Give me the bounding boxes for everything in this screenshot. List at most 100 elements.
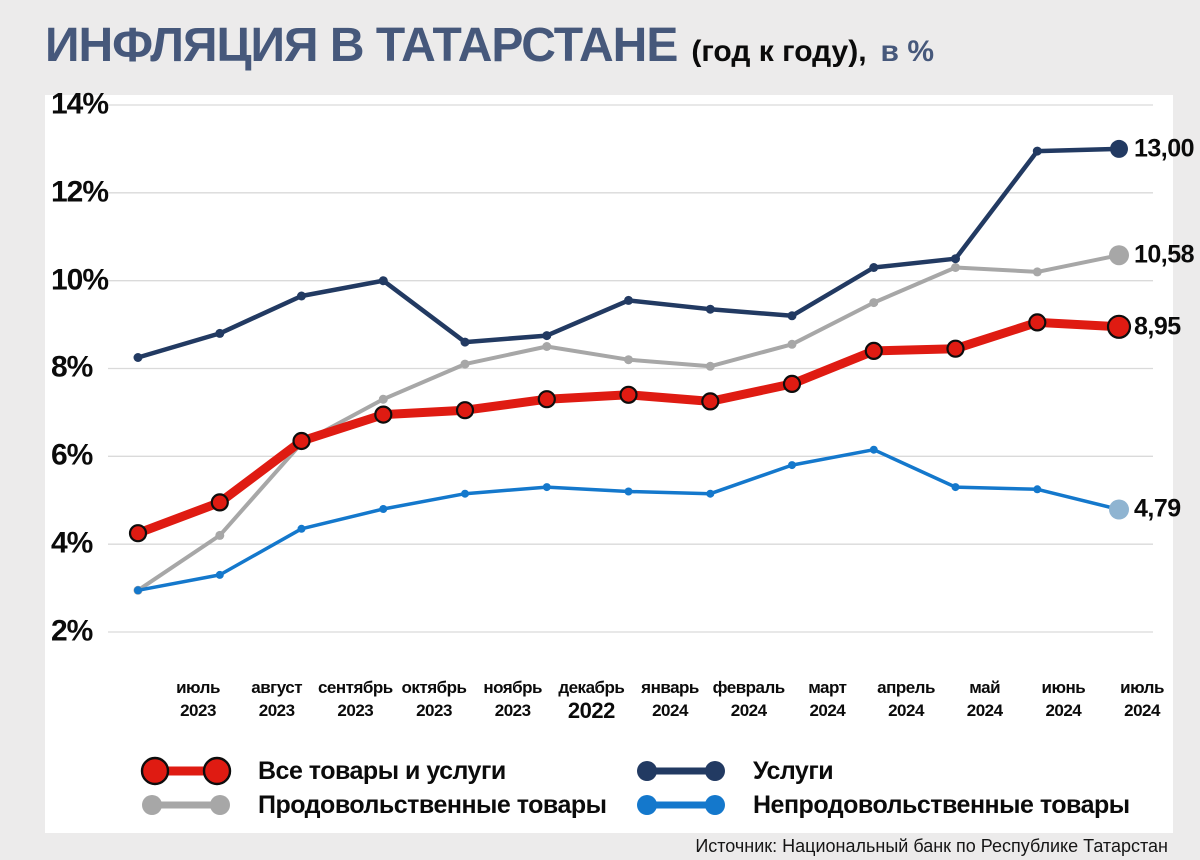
data-point-marker: [297, 524, 306, 533]
legend-dot: [210, 795, 230, 815]
legend-label-non-food-products: Непродовольственные товары: [753, 790, 1130, 819]
title-unit: в %: [880, 35, 934, 68]
legend-label-all-goods-services: Все товары и услуги: [258, 756, 506, 785]
data-point-marker: [624, 355, 633, 365]
data-point-marker: [869, 445, 878, 454]
month-label: июль: [176, 678, 220, 697]
chart-panel: 14% 12% 10% 8% 6% 4% 2% июль 2023 август 2023 сент…: [45, 87, 1195, 833]
data-point-marker: [210, 493, 229, 512]
series-line-non-food-products: [134, 445, 1129, 595]
data-point-marker: [951, 263, 960, 272]
data-point-marker: [292, 431, 311, 451]
data-point-marker: [705, 361, 715, 371]
x-axis-tick-label: апрель 2024: [846, 678, 966, 721]
data-point-marker: [215, 570, 224, 579]
data-point-marker: [537, 390, 556, 409]
legend-label-services: Услуги: [753, 756, 834, 785]
data-point-marker: [782, 374, 802, 393]
data-point-marker: [787, 339, 797, 349]
data-point-marker: [128, 524, 148, 543]
end-value-label-food-products: 10,58: [1134, 240, 1195, 269]
legend-item-all-goods-services: Все товары и услуги: [138, 753, 506, 789]
x-axis-tick-label: декабрь 2022: [531, 678, 651, 722]
legend-dot: [202, 756, 232, 786]
data-point-marker: [869, 298, 879, 308]
data-point-marker: [1028, 313, 1047, 332]
data-point-marker: [951, 483, 960, 492]
data-point-marker: [788, 461, 796, 470]
y-axis-tick-label: 2%: [51, 614, 93, 648]
end-value-label-non-food-products: 4,79: [1134, 494, 1181, 523]
month-label: август: [251, 678, 303, 697]
year-label: 2022: [567, 698, 615, 723]
data-point-marker: [297, 291, 306, 301]
legend-dot: [637, 761, 657, 781]
data-point-marker: [378, 394, 388, 404]
data-point-marker: [542, 483, 551, 492]
legend-item-non-food-products: Непродовольственные товары: [633, 787, 1130, 823]
series-path-all-goods-services: [133, 317, 1124, 538]
legend-dot: [140, 756, 170, 786]
data-point-marker: [701, 392, 720, 411]
x-axis-tick-label: ноябрь 2023: [453, 678, 573, 721]
infographic-title: ИНФЛЯЦИЯ В ТАТАРСТАНЕ (год к году), в %: [45, 18, 934, 73]
data-point-marker: [624, 295, 633, 305]
end-value-label-all-goods-services: 8,95: [1134, 312, 1181, 341]
title-note: (год к году),: [691, 35, 867, 68]
year-label: 2024: [888, 701, 924, 720]
data-point-marker: [1033, 485, 1042, 494]
year-label: 2024: [1124, 701, 1160, 720]
x-axis-tick-label: июль 2024: [1082, 678, 1200, 721]
data-point-marker: [542, 342, 552, 351]
x-axis-tick-label: август 2023: [217, 678, 337, 721]
y-axis-tick-label: 12%: [51, 175, 109, 209]
year-label: 2024: [966, 701, 1003, 720]
year-label: 2023: [416, 701, 452, 720]
data-point-marker: [946, 339, 965, 358]
legend-dot: [705, 761, 725, 781]
y-axis-tick-label: 10%: [51, 262, 109, 296]
month-label: март: [808, 678, 847, 697]
year-label: 2023: [258, 701, 295, 720]
year-label: 2024: [809, 701, 846, 720]
legend-marker-non-food-products: [637, 795, 725, 815]
series-path-non-food-products: [136, 447, 1121, 593]
chart-svg: [108, 104, 1153, 633]
end-value-label-services: 13,00: [1134, 134, 1195, 163]
legend-dot: [637, 795, 657, 815]
data-point-marker: [215, 530, 225, 540]
data-point-marker: [455, 401, 475, 420]
x-axis-tick-label: октябрь 2023: [374, 678, 494, 721]
data-point-marker: [378, 276, 388, 286]
data-point-marker: [1109, 245, 1129, 266]
y-axis-tick-label: 4%: [51, 526, 93, 560]
month-label: июнь: [1041, 678, 1086, 697]
year-label: 2023: [494, 701, 531, 720]
data-point-marker: [379, 505, 388, 513]
x-axis-tick-label: январь 2024: [610, 678, 730, 721]
x-axis-tick-label: май 2024: [925, 678, 1045, 721]
data-point-marker: [1110, 139, 1128, 158]
legend-label-food-products: Продовольственные товары: [258, 790, 607, 819]
y-axis-tick-label: 8%: [51, 350, 93, 384]
data-point-marker: [374, 405, 393, 424]
data-point-marker: [542, 331, 552, 341]
month-label: май: [969, 678, 1001, 697]
year-label: 2024: [652, 701, 688, 720]
y-axis-tick-label: 14%: [51, 87, 109, 121]
year-label: 2023: [337, 701, 374, 720]
year-label: 2024: [730, 701, 767, 720]
month-label: апрель: [877, 678, 935, 697]
data-point-marker: [1032, 267, 1042, 277]
legend-dot: [142, 795, 162, 815]
x-axis-tick-label: сентябрь 2023: [295, 678, 415, 721]
data-point-marker: [787, 311, 797, 321]
data-point-marker: [705, 304, 715, 314]
data-point-marker: [461, 489, 469, 498]
legend-dot: [705, 795, 725, 815]
month-label: ноябрь: [483, 678, 543, 697]
legend-marker-food-products: [142, 795, 230, 815]
month-label: сентябрь: [317, 678, 393, 697]
legend-marker-all-goods-services: [140, 756, 232, 786]
data-point-marker: [706, 489, 715, 498]
